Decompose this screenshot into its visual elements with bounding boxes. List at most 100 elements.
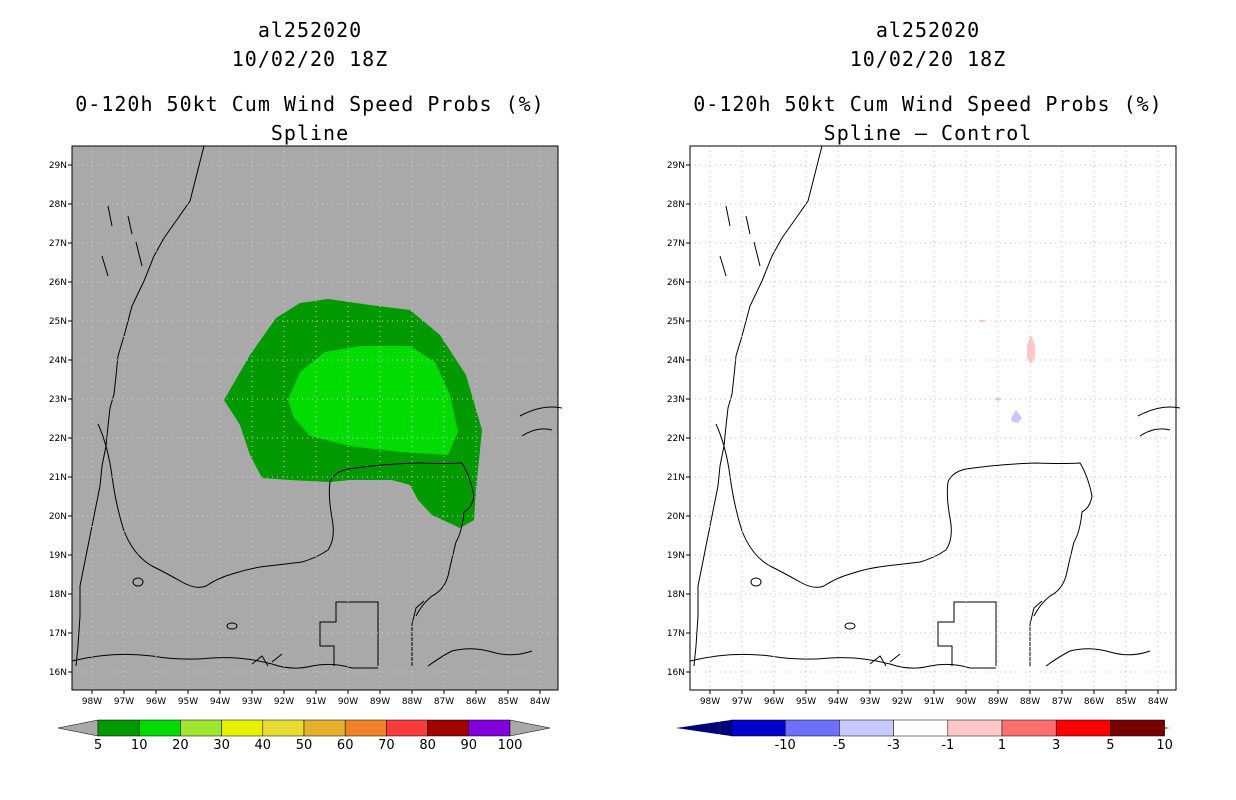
lon-label: 91W (306, 697, 326, 707)
lat-label: 22N (49, 434, 67, 444)
diff-negative-spot (995, 397, 1001, 401)
lat-label: 29N (667, 161, 685, 171)
lon-label: 86W (1084, 697, 1104, 707)
diff-positive-contour (1027, 335, 1035, 364)
lon-label: 92W (892, 697, 912, 707)
lon-label: 84W (1148, 697, 1168, 707)
left-method: Spline (270, 121, 350, 145)
prob-contour-10-20 (288, 346, 458, 455)
lat-label: 18N (49, 590, 67, 600)
lon-label: 90W (338, 697, 358, 707)
colorbar-high-cap (509, 719, 551, 737)
colorbar-label: 80 (419, 738, 436, 753)
lat-label: 25N (49, 317, 67, 327)
lon-label: 95W (178, 697, 198, 707)
lat-label: 28N (667, 200, 685, 210)
lat-label: 19N (667, 551, 685, 561)
lon-label: 94W (210, 697, 230, 707)
lon-label: 87W (434, 697, 454, 707)
lat-label: 23N (49, 395, 67, 405)
lon-label: 96W (146, 697, 166, 707)
lon-label: 98W (82, 697, 102, 707)
right-product: 0-120h 50kt Cum Wind Speed Probs (%) (693, 92, 1163, 116)
colorbar-swatch (893, 719, 949, 737)
colorbar-swatch (344, 719, 387, 737)
colorbar-swatch (730, 719, 786, 737)
lon-label: 88W (1020, 697, 1040, 707)
colorbar-label: 20 (172, 738, 189, 753)
colorbar-swatch (947, 719, 1003, 737)
left-gridlines (72, 146, 558, 690)
left-map: 29N 28N 27N 26N 25N 24N 23N 22N 21N 20N 19N 18N 17N 1… (49, 145, 563, 753)
lat-label: 21N (667, 473, 685, 483)
lon-label: 94W (828, 697, 848, 707)
lat-label: 20N (49, 512, 67, 522)
colorbar-label: -5 (833, 738, 846, 753)
lat-label: 16N (49, 668, 67, 678)
colorbar-swatch (784, 719, 840, 737)
right-map: 29N 28N 27N 26N 25N 24N 23N 22N 21N 20N 19N 18N 17N 1… (667, 145, 1181, 753)
colorbar-label: 50 (296, 738, 313, 753)
colorbar-swatch (262, 719, 305, 737)
left-panel-title: al252020 10/02/20 18Z 0-120h 50kt Cum Wi… (50, 16, 570, 148)
diff-negative-contour (1011, 410, 1022, 423)
left-product: 0-120h 50kt Cum Wind Speed Probs (%) (75, 92, 545, 116)
colorbar-low-cap (57, 719, 99, 737)
colorbar-swatch (180, 719, 222, 737)
lon-label: 84W (530, 697, 550, 707)
right-colorbar: -10 -5 -3 -1 1 3 5 10 (676, 719, 1173, 753)
lon-label: 92W (274, 697, 294, 707)
lat-label: 29N (49, 161, 67, 171)
lat-label: 27N (667, 239, 685, 249)
right-datetime: 10/02/20 18Z (849, 47, 1007, 71)
colorbar-high-cap (1110, 720, 1170, 736)
colorbar-swatch (138, 719, 181, 737)
colorbar-swatch (221, 719, 264, 737)
right-lat-labels: 29N 28N 27N 26N 25N 24N 23N 22N 21N 20N 19N 18N 17N 1… (667, 161, 690, 678)
lat-label: 23N (667, 395, 685, 405)
colorbar-label: -10 (775, 738, 796, 753)
lat-label: 19N (49, 551, 67, 561)
colorbar-label: 5 (1106, 738, 1114, 753)
lon-label: 85W (1116, 697, 1136, 707)
lon-label: 89W (370, 697, 390, 707)
colorbar-label: 1 (998, 738, 1006, 753)
right-panel-title: al252020 10/02/20 18Z 0-120h 50kt Cum Wi… (668, 16, 1188, 148)
lat-label: 26N (49, 278, 67, 288)
colorbar-label: 40 (255, 738, 272, 753)
colorbar-label: 10 (1156, 738, 1173, 753)
lon-label: 89W (988, 697, 1008, 707)
colorbar-swatch (386, 719, 428, 737)
left-lon-labels: 98W 97W 96W 95W 94W 93W 92W 91W 90W 89W 88W 87W 86W 8… (82, 690, 550, 707)
colorbar-swatch (1055, 719, 1111, 737)
lon-label: 90W (956, 697, 976, 707)
colorbar-swatch (427, 719, 470, 737)
lat-label: 16N (667, 668, 685, 678)
lon-label: 93W (242, 697, 262, 707)
colorbar-swatch (97, 719, 140, 737)
lon-label: 88W (402, 697, 422, 707)
lat-label: 24N (667, 356, 685, 366)
lon-label: 97W (114, 697, 134, 707)
right-lon-labels: 98W 97W 96W 95W 94W 93W 92W 91W 90W 89W 88W 87W 86W 8… (700, 690, 1168, 707)
right-gridlines (690, 146, 1176, 690)
colorbar-label: 90 (461, 738, 478, 753)
lat-label: 21N (49, 473, 67, 483)
diff-positive-spot (979, 319, 985, 323)
colorbar-label: 70 (378, 738, 395, 753)
lon-label: 98W (700, 697, 720, 707)
colorbar-swatch (468, 719, 511, 737)
lat-label: 20N (667, 512, 685, 522)
colorbar-label: 60 (337, 738, 354, 753)
colorbar-label: 3 (1052, 738, 1060, 753)
left-lat-labels: 29N 28N 27N 26N 25N 24N 23N 22N 21N 20N 19N 18N 17N 1… (49, 161, 72, 678)
lon-label: 93W (860, 697, 880, 707)
lon-label: 86W (466, 697, 486, 707)
colorbar-swatch (1001, 719, 1057, 737)
colorbar-label: -1 (941, 738, 954, 753)
lat-label: 27N (49, 239, 67, 249)
lon-label: 97W (732, 697, 752, 707)
colorbar-swatch (839, 719, 894, 737)
lon-label: 85W (498, 697, 518, 707)
